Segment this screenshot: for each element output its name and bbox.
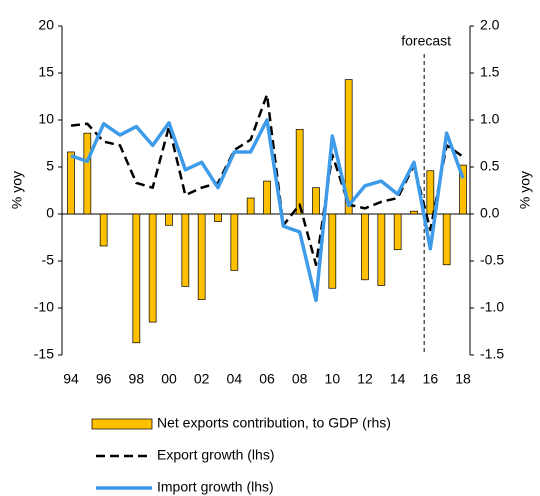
- bar: [99, 213, 108, 247]
- y2-tick-label: 0.0: [480, 205, 500, 221]
- bar: [426, 170, 435, 215]
- y-tick-label: 5: [46, 158, 54, 174]
- bar: [83, 132, 92, 215]
- x-tick-label: 04: [227, 371, 243, 387]
- x-tick-label: 02: [194, 371, 210, 387]
- bar: [263, 180, 271, 215]
- line: [70, 93, 464, 267]
- line: [70, 118, 465, 303]
- bar: [67, 151, 75, 215]
- bar: [377, 213, 386, 286]
- y-tick-label: 10: [38, 111, 54, 127]
- x-tick-label: 96: [96, 371, 112, 387]
- x-tick-label: 08: [292, 371, 308, 387]
- bar: [410, 210, 418, 215]
- legend-label: Net exports contribution, to GDP (rhs): [157, 415, 391, 431]
- x-tick-label: 94: [63, 371, 79, 387]
- bar: [442, 213, 451, 266]
- bar: [246, 197, 255, 215]
- x-tick-label: 00: [161, 371, 177, 387]
- y-tick-label: 20: [38, 17, 54, 33]
- bar: [132, 213, 141, 344]
- y2-axis-label: % yoy: [517, 171, 533, 209]
- bar: [344, 79, 353, 215]
- x-tick-label: 12: [357, 371, 373, 387]
- x-tick-label: 98: [129, 371, 145, 387]
- bar: [230, 213, 239, 271]
- y-tick-label: -15: [34, 346, 54, 362]
- legend-swatch: [91, 418, 153, 430]
- y2-tick-label: 2.0: [480, 17, 500, 33]
- bar: [328, 213, 337, 289]
- y2-tick-label: -1.5: [480, 346, 504, 362]
- legend-label: Export growth (lhs): [157, 447, 274, 463]
- y-tick-label: 15: [38, 64, 54, 80]
- annotation: forecast: [401, 33, 451, 49]
- bar: [214, 213, 222, 222]
- bar: [295, 129, 304, 215]
- bar: [181, 213, 190, 287]
- y-tick-label: -5: [42, 252, 55, 268]
- bar: [459, 164, 467, 215]
- y-tick-label: -10: [34, 299, 54, 315]
- x-tick-label: 18: [455, 371, 471, 387]
- bar: [165, 213, 173, 226]
- legend-label: Import growth (lhs): [157, 479, 274, 495]
- y2-tick-label: -1.0: [480, 299, 504, 315]
- bar: [393, 213, 402, 251]
- y2-tick-label: 1.5: [480, 64, 500, 80]
- bar: [148, 213, 157, 323]
- y-tick-label: 0: [46, 205, 54, 221]
- y-axis-label: % yoy: [9, 171, 25, 209]
- bar: [312, 187, 320, 215]
- bar: [361, 213, 369, 281]
- y2-tick-label: -0.5: [480, 252, 504, 268]
- bar: [197, 213, 206, 300]
- x-tick-label: 14: [390, 371, 406, 387]
- x-tick-label: 06: [259, 371, 275, 387]
- x-tick-label: 10: [325, 371, 341, 387]
- x-tick-label: 16: [423, 371, 439, 387]
- y2-tick-label: 0.5: [480, 158, 500, 174]
- y2-tick-label: 1.0: [480, 111, 500, 127]
